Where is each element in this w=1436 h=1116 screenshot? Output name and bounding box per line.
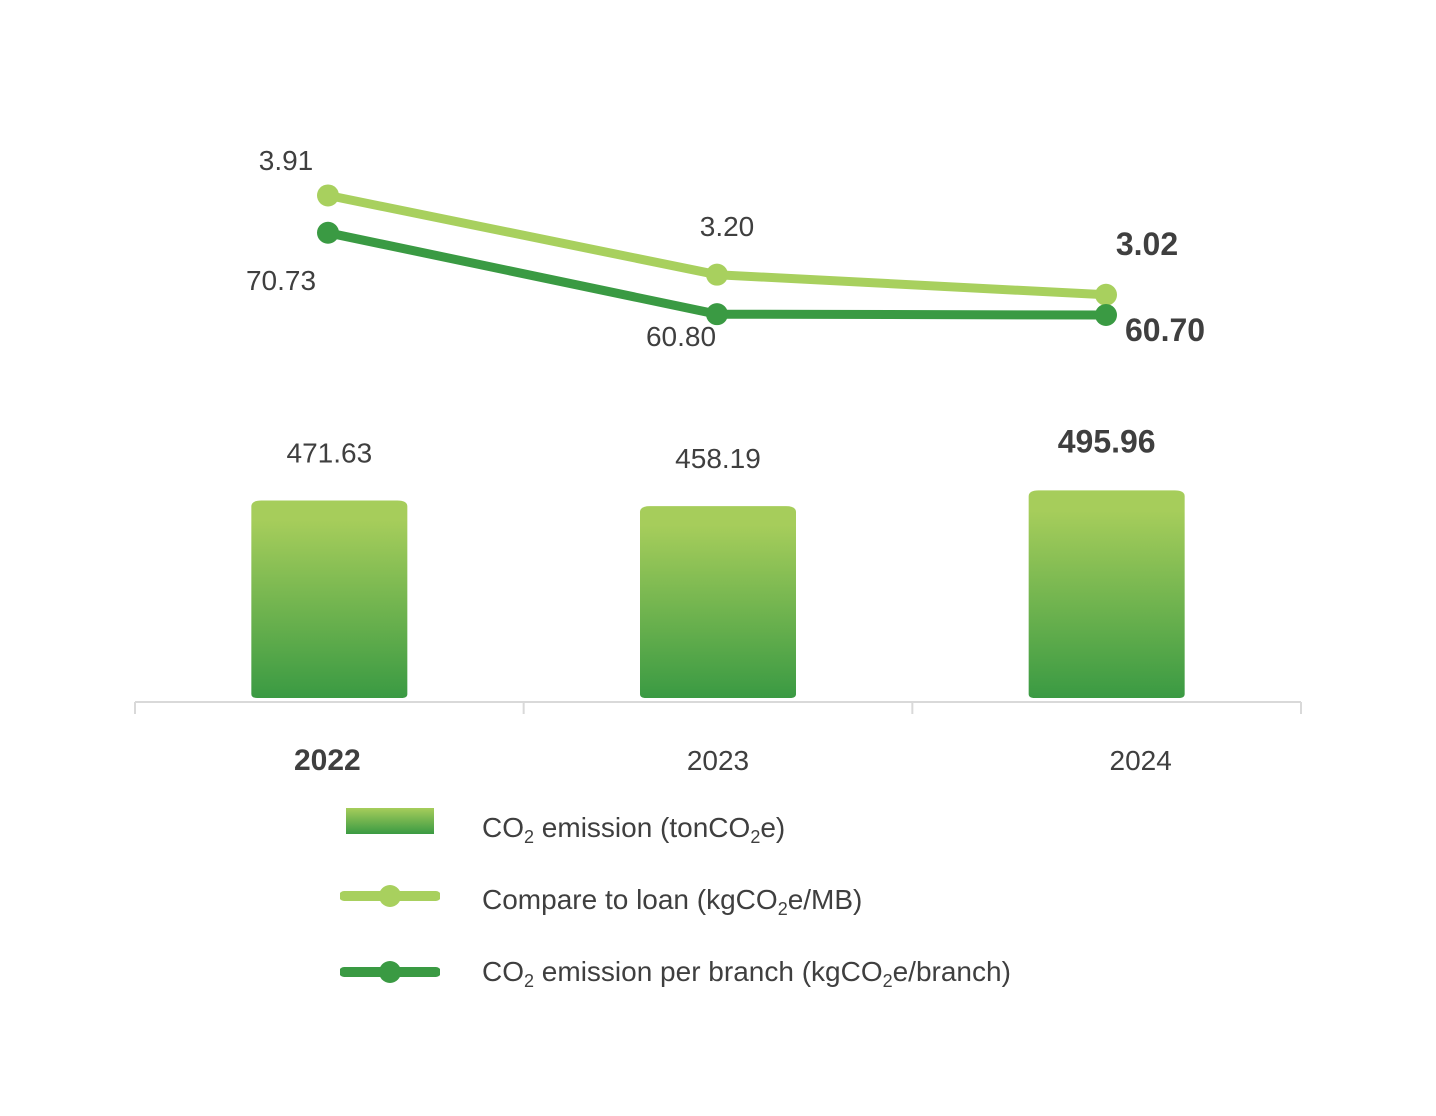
bar-2023 [640,506,796,698]
emission-per-branch-point-2023 [706,303,728,326]
legend-label-co2-emission: CO2 emission (tonCO2e) [482,812,786,847]
legend-swatch-light-line [340,885,440,907]
loan-label-2022: 3.91 [259,145,314,176]
emission-per-branch-point-2022 [317,221,339,244]
branch-label-2022: 70.73 [246,265,316,296]
legend-item-compare-to-loan: Compare to loan (kgCO2e/MB) [340,880,1240,920]
bar-label-2022: 471.63 [287,438,373,469]
x-tick-label-2023: 2023 [687,745,749,776]
bar-2024 [1028,490,1185,698]
legend-swatch-dark-line [340,961,440,983]
bar-series [251,490,1185,698]
x-axis: 2022 2023 2024 [134,701,1302,777]
legend-label-compare-to-loan: Compare to loan (kgCO2e/MB) [482,884,863,919]
line-series [317,184,1117,326]
loan-label-2024: 3.02 [1116,226,1178,262]
x-tick-label-2024: 2024 [1110,745,1172,776]
branch-label-2024: 60.70 [1125,312,1205,348]
legend-item-emission-per-branch: CO2 emission per branch (kgCO2e/branch) [340,952,1240,992]
bar-2022 [251,500,408,698]
branch-label-2023: 60.80 [646,321,716,352]
x-tick-label-2022: 2022 [294,744,361,777]
bar-label-2024: 495.96 [1058,423,1156,459]
compare-to-loan-point-2024 [1095,283,1117,306]
compare-to-loan-point-2023 [706,263,728,286]
data-labels: 471.63 458.19 495.96 3.91 3.20 3.02 70.73 60.80… [246,145,1205,474]
legend-label-emission-per-branch: CO2 emission per branch (kgCO2e/branch) [482,956,1011,991]
loan-label-2023: 3.20 [700,211,755,242]
legend-item-co2-emission: CO2 emission (tonCO2e) [340,808,1240,848]
emission-per-branch-point-2024 [1095,304,1117,326]
compare-to-loan-point-2022 [317,184,339,207]
bar-label-2023: 458.19 [675,443,761,474]
legend-swatch-bar [346,808,434,834]
